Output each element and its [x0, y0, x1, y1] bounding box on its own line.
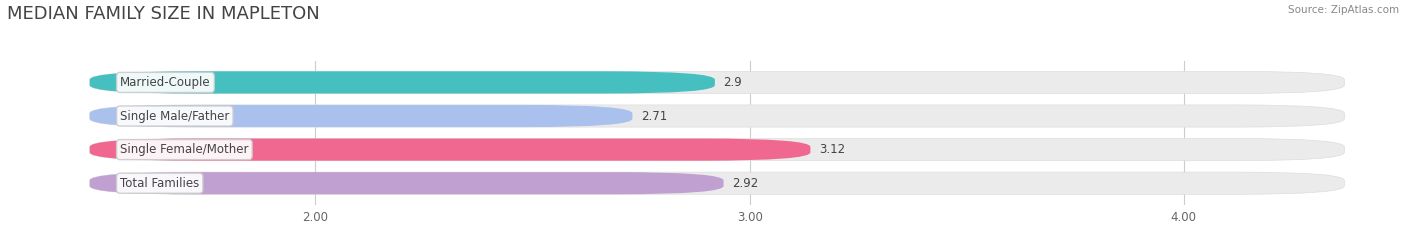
FancyBboxPatch shape [90, 105, 633, 127]
FancyBboxPatch shape [90, 172, 1344, 194]
FancyBboxPatch shape [90, 139, 1344, 161]
FancyBboxPatch shape [90, 71, 714, 93]
Text: Source: ZipAtlas.com: Source: ZipAtlas.com [1288, 5, 1399, 15]
Text: 2.92: 2.92 [733, 177, 758, 190]
FancyBboxPatch shape [90, 172, 724, 194]
FancyBboxPatch shape [90, 71, 1344, 93]
Text: Total Families: Total Families [120, 177, 200, 190]
Text: 2.9: 2.9 [724, 76, 742, 89]
Text: Married-Couple: Married-Couple [120, 76, 211, 89]
FancyBboxPatch shape [90, 139, 810, 161]
Text: Single Female/Mother: Single Female/Mother [120, 143, 249, 156]
FancyBboxPatch shape [90, 105, 1344, 127]
Text: Single Male/Father: Single Male/Father [120, 110, 229, 123]
Text: 3.12: 3.12 [820, 143, 845, 156]
Text: MEDIAN FAMILY SIZE IN MAPLETON: MEDIAN FAMILY SIZE IN MAPLETON [7, 5, 319, 23]
Text: 2.71: 2.71 [641, 110, 668, 123]
